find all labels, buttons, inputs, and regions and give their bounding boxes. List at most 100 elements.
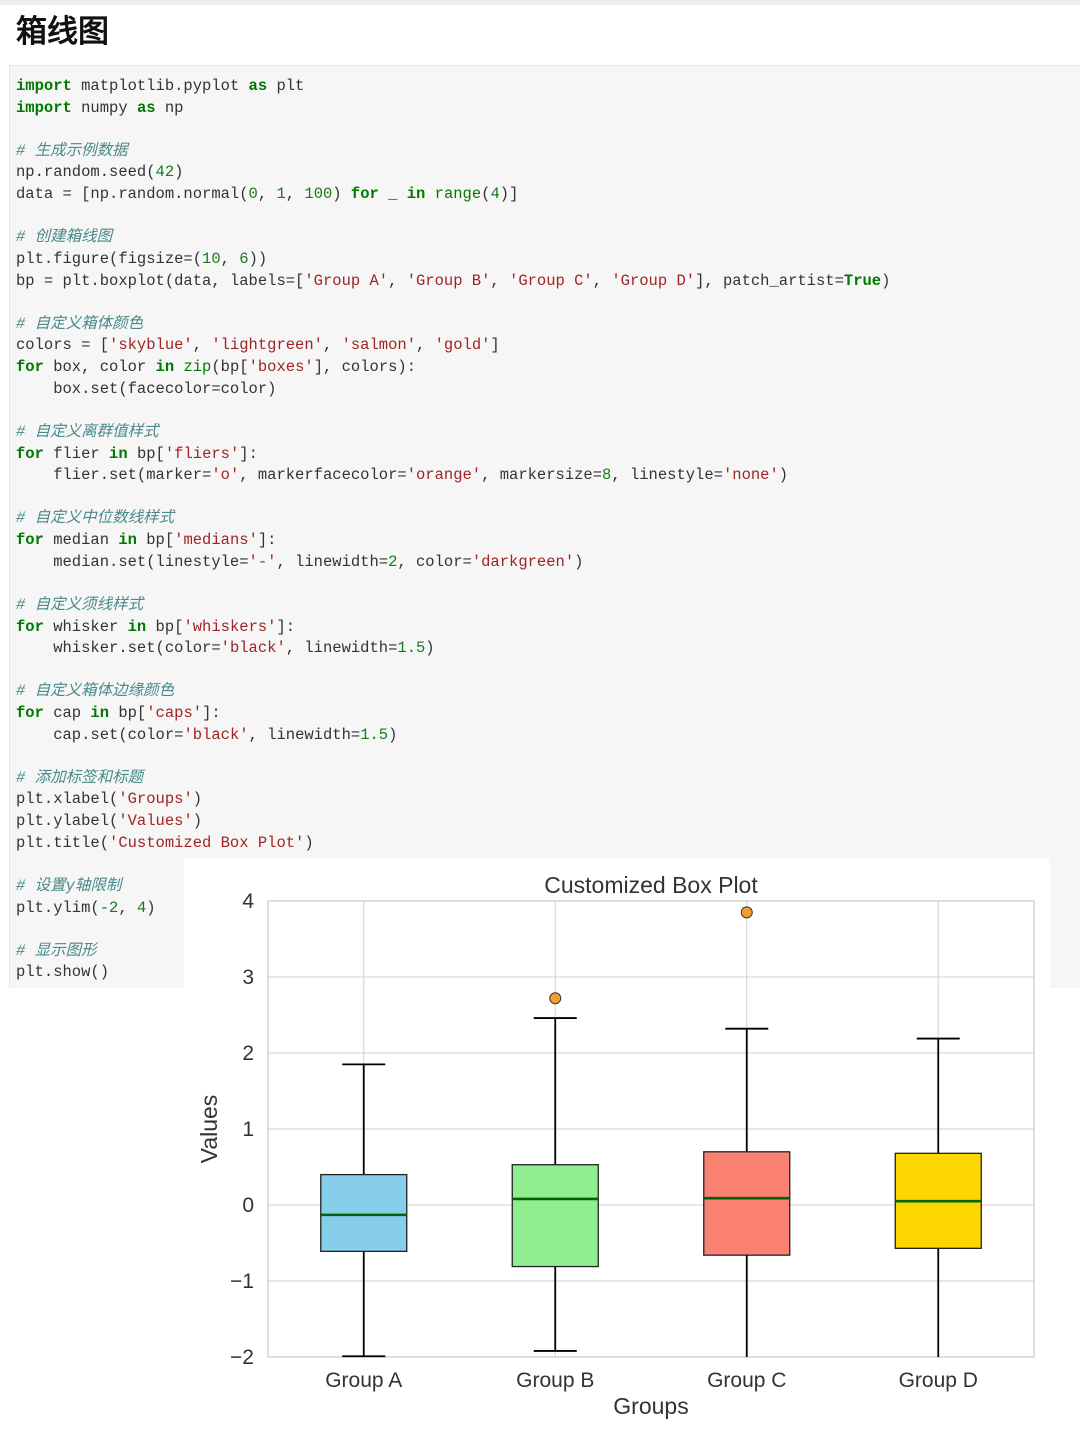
code-token: 'medians' [174,531,258,550]
code-token: 4 [136,898,147,917]
code-token: # 自定义箱体颜色 [16,314,144,333]
code-token: ) [881,271,891,290]
code-token: for [350,185,379,204]
code-token: ) [778,466,789,485]
code-token: numpy [71,98,137,117]
code-token: , [192,336,212,355]
code-line: # 自定义中位数线样式 [16,508,174,528]
code-line: for flier in bp['fliers']: [16,444,258,464]
code-token: -2 [99,898,119,917]
code-token: range [434,185,482,204]
y-tick-label: 1 [242,1118,254,1141]
code-token: plt.ylim( [16,898,100,917]
y-tick-label: 2 [242,1042,254,1065]
code-token: whisker.set(color= [16,639,221,658]
code-token: cap.set(color= [16,725,184,744]
code-line: plt.ylabel('Values') [16,811,202,831]
code-token: # 自定义离群值样式 [16,422,159,441]
code-token: box.set(facecolor=color) [16,379,277,398]
flier-point [549,992,562,1005]
code-token: 'Group B' [406,271,491,290]
code-token: median.set(linestyle= [16,552,249,571]
code-line: for box, color in zip(bp['boxes'], color… [16,357,416,377]
code-token: 'salmon' [341,336,416,355]
code-line: import numpy as np [16,98,183,118]
code-token: 'lightgreen' [211,336,323,355]
code-line: colors = ['skyblue', 'lightgreen', 'salm… [16,335,500,355]
x-tick-label: Group C [707,1369,786,1392]
code-token: , [322,336,342,355]
code-token: plt.figure(figsize=( [16,249,203,268]
code-token: for [16,531,44,550]
code-line: plt.figure(figsize=(10, 6)) [16,249,267,269]
code-token: 'Values' [118,812,193,831]
code-token: ) [304,833,314,852]
code-line: whisker.set(color='black', linewidth=1.5… [16,638,434,658]
code-token: bp[ [127,444,165,463]
code-token: ) [574,552,584,571]
code-token: 'whiskers' [183,617,277,636]
code-token: bp[ [109,703,147,722]
code-line: import matplotlib.pyplot as plt [16,76,304,96]
code-token: 2 [388,552,398,571]
code-token: , [592,271,612,290]
code-token: data = [np.random.normal( [16,185,249,204]
code-token: bp[ [136,531,175,550]
code-token: (bp[ [211,358,249,377]
x-tick-label: Group B [516,1369,594,1392]
code-token: 'Group D' [611,271,696,290]
code-token: in [406,185,426,204]
code-token: for [16,703,44,722]
code-token: for [16,358,44,377]
code-token: , linewidth= [276,552,389,571]
code-line: flier.set(marker='o', markerfacecolor='o… [16,465,788,485]
code-token: ]: [276,617,296,636]
x-axis-label: Groups [613,1393,688,1419]
code-line: for cap in bp['caps']: [16,703,221,723]
code-token: # 添加标签和标题 [16,768,144,787]
code-token: bp = plt.boxplot(data, labels=[ [16,271,305,290]
code-token: 42 [155,163,175,182]
code-token: 'black' [220,639,286,658]
code-token: ]: [202,703,221,722]
code-token: )] [499,185,519,204]
code-token: )) [248,249,268,268]
code-line: plt.xlabel('Groups') [16,789,202,809]
code-block: import matplotlib.pyplot as plt import nu… [9,65,1080,988]
y-tick-label: −1 [230,1270,254,1293]
code-token: bp[ [146,617,184,636]
code-token: 'Group C' [509,271,593,290]
code-token: # 显示图形 [16,941,97,960]
code-token: import [16,77,72,95]
x-tick-label: Group D [899,1369,978,1392]
code-token: 10 [202,249,221,268]
box [511,1164,599,1268]
code-token: 'darkgreen' [471,552,575,571]
code-token: in [90,703,110,722]
code-line: # 添加标签和标题 [16,768,143,788]
code-line: for median in bp['medians']: [16,530,276,550]
code-line: data = [np.random.normal(0, 1, 100) for … [16,184,518,204]
code-token: for [16,444,44,463]
code-token [425,185,434,203]
code-token: plt.xlabel( [16,790,119,809]
code-line: plt.ylim(-2, 4) [16,898,156,918]
code-token: 'skyblue' [109,336,193,355]
code-token: 'black' [183,725,249,744]
code-token: cap [43,703,91,722]
chart-title: Customized Box Plot [544,872,758,898]
code-token: 1.5 [397,639,426,658]
box-plot-figure: Group A Group B Group C Group D −2 −1 0 1 2 3 4 Cus… [184,858,1050,1441]
code-token: 'none' [722,466,779,485]
code-token: , markersize= [481,466,603,485]
code-token: 'caps' [146,703,203,722]
code-line: np.random.seed(42) [16,162,183,182]
code-line: # 创建箱线图 [16,227,112,247]
code-token: np [155,98,184,117]
code-line: # 生成示例数据 [16,141,128,161]
box-plot-chart: Group A Group B Group C Group D −2 −1 0 1 2 3 4 Cus… [196,872,1035,1419]
code-line: plt.title('Customized Box Plot') [16,833,314,853]
code-token: 6 [239,249,249,268]
code-token: for [16,617,44,636]
code-token: 'Group A' [304,271,389,290]
